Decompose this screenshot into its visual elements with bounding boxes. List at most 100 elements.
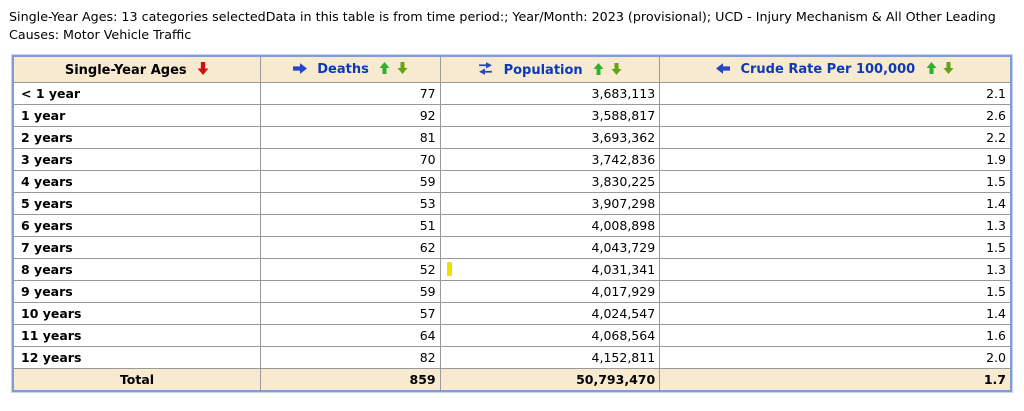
crude-rate-cell: 2.6 [659,103,1011,127]
population-cell: 4,043,729 [439,235,660,259]
population-value: 3,683,113 [591,86,656,102]
table-row: 12 years 82 4,152,811 2.0 [13,345,1011,369]
deaths-cell: 81 [260,125,441,149]
crude-rate-cell: 1.9 [659,147,1011,171]
table-row: 5 years 53 3,907,298 1.4 [13,191,1011,215]
crude-rate-cell: 2.2 [659,125,1011,149]
population-cell: 3,830,225 [439,169,660,193]
population-value: 4,031,341 [591,262,656,278]
crude-rate-cell: 1.3 [659,257,1011,281]
population-cell: 4,017,929 [439,279,660,303]
sort-ascending-icon[interactable] [926,62,937,75]
population-value: 4,152,811 [591,350,656,366]
age-cell: 7 years [13,235,261,259]
highlight-marker [446,261,452,276]
crude-rate-cell: 2.1 [659,81,1011,105]
crude-rate-cell: 1.3 [659,213,1011,237]
total-crude-rate-cell: 1.7 [659,367,1011,392]
move-column-left-icon[interactable] [715,63,730,75]
age-cell: 9 years [13,279,261,303]
table-body: < 1 year 77 3,683,113 2.1 1 year 92 3,58… [13,81,1011,369]
column-header-deaths: Deaths [260,56,441,83]
population-value: 3,830,225 [591,174,656,190]
deaths-cell: 57 [260,301,441,325]
table-row: 10 years 57 4,024,547 1.4 [13,301,1011,325]
deaths-cell: 52 [260,257,441,281]
population-value: 3,907,298 [591,196,656,212]
deaths-cell: 53 [260,191,441,215]
age-cell: 3 years [13,147,261,171]
crude-rate-cell: 1.5 [659,169,1011,193]
column-header-population: Population [439,56,660,83]
population-value: 3,588,817 [591,108,656,124]
age-cell: 10 years [13,301,261,325]
header-row: Single-Year Ages Deaths [13,56,1011,83]
sort-descending-icon[interactable] [611,62,622,75]
crude-rate-cell: 1.6 [659,323,1011,347]
table-row: 7 years 62 4,043,729 1.5 [13,235,1011,259]
population-cell: 4,152,811 [439,345,660,369]
population-value: 3,742,836 [591,152,656,168]
crude-rate-cell: 1.4 [659,191,1011,215]
population-cell: 4,068,564 [439,323,660,347]
column-header-single-year-ages: Single-Year Ages [13,56,261,83]
age-cell: 6 years [13,213,261,237]
table-row: 3 years 70 3,742,836 1.9 [13,147,1011,171]
population-value: 4,024,547 [591,306,656,322]
sort-descending-icon[interactable] [397,62,408,75]
population-value: 4,017,929 [591,284,656,300]
total-row: Total 859 50,793,470 1.7 [13,367,1011,392]
deaths-cell: 64 [260,323,441,347]
table-row: 9 years 59 4,017,929 1.5 [13,279,1011,303]
population-cell: 3,907,298 [439,191,660,215]
population-cell: 3,742,836 [439,147,660,171]
population-cell: 4,008,898 [439,213,660,237]
results-table: Single-Year Ages Deaths [12,55,1012,393]
age-cell: 4 years [13,169,261,193]
deaths-cell: 82 [260,345,441,369]
population-cell: 3,683,113 [439,81,660,105]
age-cell: 1 year [13,103,261,127]
age-cell: 8 years [13,257,261,281]
population-value: 4,008,898 [591,218,656,234]
age-cell: 11 years [13,323,261,347]
population-cell: 4,024,547 [439,301,660,325]
column-header-crude-rate: Crude Rate Per 100,000 [659,56,1011,83]
table-row: 1 year 92 3,588,817 2.6 [13,103,1011,127]
table-row: < 1 year 77 3,683,113 2.1 [13,81,1011,105]
age-cell: 2 years [13,125,261,149]
table-row: 2 years 81 3,693,362 2.2 [13,125,1011,149]
crude-rate-cell: 1.5 [659,235,1011,259]
table-row: 8 years 52 4,031,341 1.3 [13,257,1011,281]
deaths-cell: 59 [260,169,441,193]
table-row: 11 years 64 4,068,564 1.6 [13,323,1011,347]
column-label: Single-Year Ages [64,62,187,78]
population-cell: 3,693,362 [439,125,660,149]
deaths-cell: 92 [260,103,441,127]
crude-rate-cell: 1.4 [659,301,1011,325]
sort-descending-active-icon[interactable] [197,61,209,75]
population-value: 3,693,362 [591,130,656,146]
page: { "title": "Single-Year Ages: 13 categor… [0,8,1024,411]
query-criteria-text: Single-Year Ages: 13 categories selected… [9,9,996,43]
sort-descending-icon[interactable] [943,62,954,75]
deaths-cell: 51 [260,213,441,237]
table-row: 6 years 51 4,008,898 1.3 [13,213,1011,237]
population-value: 4,043,729 [591,240,656,256]
sort-ascending-icon[interactable] [379,62,390,75]
deaths-cell: 62 [260,235,441,259]
deaths-cell: 77 [260,81,441,105]
sort-ascending-icon[interactable] [593,62,604,75]
population-value: 4,068,564 [591,328,656,344]
column-label: Population [503,62,583,78]
age-cell: < 1 year [13,81,261,105]
move-column-right-icon[interactable] [292,63,307,75]
age-cell: 5 years [13,191,261,215]
column-label: Deaths [317,62,369,78]
crude-rate-cell: 2.0 [659,345,1011,369]
column-label: Crude Rate Per 100,000 [740,62,916,78]
table-row: 4 years 59 3,830,225 1.5 [13,169,1011,193]
total-population-cell: 50,793,470 [439,367,660,392]
swap-columns-icon[interactable] [478,61,493,75]
population-cell: 3,588,817 [439,103,660,127]
